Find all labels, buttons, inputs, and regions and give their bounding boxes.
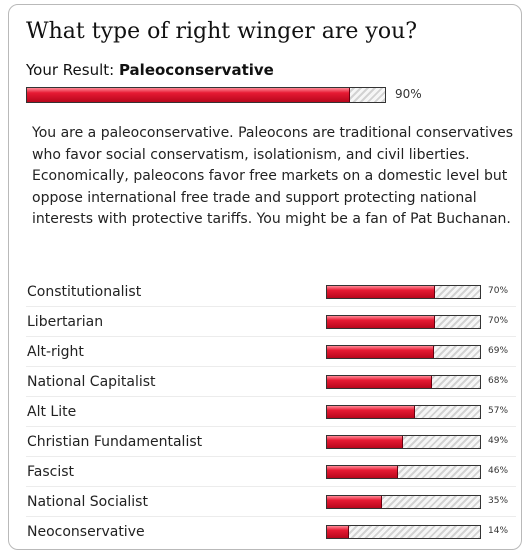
result-row-percent: 14% bbox=[488, 526, 509, 536]
result-row-bar bbox=[326, 525, 481, 539]
result-description: You are a paleoconservative. Paleocons a… bbox=[32, 125, 514, 227]
result-row: Fascist 46% bbox=[26, 457, 516, 487]
result-row-percent: 70% bbox=[488, 316, 509, 326]
result-row-bar-fill bbox=[327, 406, 416, 418]
result-row: National Socialist 35% bbox=[26, 487, 516, 517]
result-row-bar bbox=[326, 375, 481, 389]
result-row-bar bbox=[326, 495, 481, 509]
result-row-label: Alt Lite bbox=[27, 404, 77, 420]
result-row-percent: 68% bbox=[488, 376, 509, 386]
result-row-label: Alt-right bbox=[27, 344, 84, 360]
quiz-title: What type of right winger are you? bbox=[26, 19, 418, 44]
result-row-percent: 49% bbox=[488, 436, 509, 446]
result-row: Alt-right 69% bbox=[26, 337, 516, 367]
result-row-label: Christian Fundamentalist bbox=[27, 434, 203, 450]
result-row-bar-fill bbox=[327, 496, 382, 508]
quiz-result-card: What type of right winger are you? Your … bbox=[8, 4, 522, 550]
result-row-percent: 46% bbox=[488, 466, 509, 476]
result-row: Neoconservative 14% bbox=[26, 517, 516, 547]
result-row-label: Fascist bbox=[27, 464, 75, 480]
result-row-percent: 70% bbox=[488, 286, 509, 296]
result-name: Paleoconservative bbox=[118, 61, 274, 79]
result-row-label: National Capitalist bbox=[27, 374, 156, 390]
result-row-bar-fill bbox=[327, 286, 436, 298]
result-row-label: National Socialist bbox=[27, 494, 148, 510]
result-row-label: Neoconservative bbox=[27, 524, 145, 540]
main-result-bar bbox=[26, 87, 386, 103]
result-row: Constitutionalist 70% bbox=[26, 277, 516, 307]
result-row-bar-fill bbox=[327, 316, 436, 328]
result-row-bar-fill bbox=[327, 436, 403, 448]
result-row-bar bbox=[326, 405, 481, 419]
result-row: Alt Lite 57% bbox=[26, 397, 516, 427]
result-row-percent: 69% bbox=[488, 346, 509, 356]
result-line: Your Result: Paleoconservative bbox=[26, 61, 274, 79]
result-row-percent: 35% bbox=[488, 496, 509, 506]
result-row-bar-fill bbox=[327, 376, 433, 388]
result-prefix: Your Result: bbox=[26, 61, 119, 79]
result-row-bar bbox=[326, 465, 481, 479]
result-row-percent: 57% bbox=[488, 406, 509, 416]
result-row-bar bbox=[326, 285, 481, 299]
result-row-bar-fill bbox=[327, 466, 399, 478]
result-row-bar bbox=[326, 435, 481, 449]
result-row: Christian Fundamentalist 49% bbox=[26, 427, 516, 457]
main-result-percent: 90% bbox=[395, 87, 422, 101]
result-row-bar-fill bbox=[327, 346, 434, 358]
result-row: National Capitalist 68% bbox=[26, 367, 516, 397]
results-list: Constitutionalist 70% Libertarian 70% Alt-ri… bbox=[26, 277, 516, 547]
result-row-label: Constitutionalist bbox=[27, 284, 142, 300]
result-row-bar bbox=[326, 315, 481, 329]
result-row-bar-fill bbox=[327, 526, 350, 538]
result-row-label: Libertarian bbox=[27, 314, 104, 330]
result-row-bar bbox=[326, 345, 481, 359]
result-row: Libertarian 70% bbox=[26, 307, 516, 337]
main-result-bar-fill bbox=[27, 88, 351, 102]
